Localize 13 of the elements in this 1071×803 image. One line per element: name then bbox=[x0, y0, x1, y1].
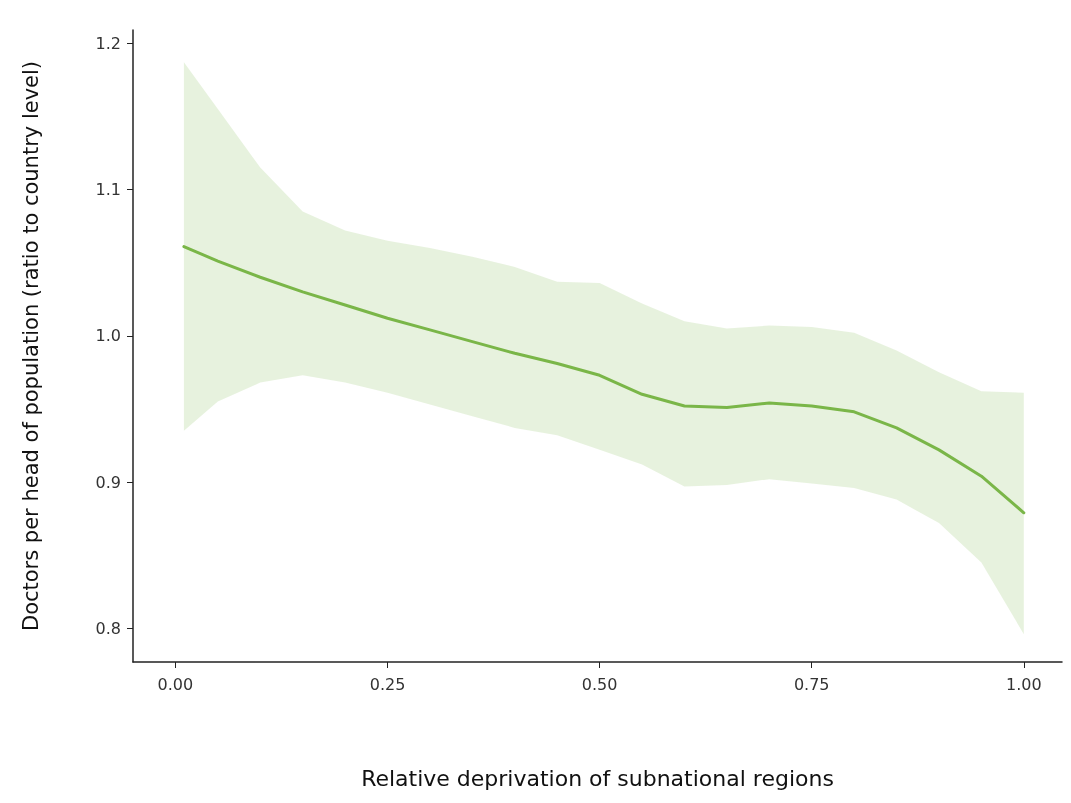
line-series bbox=[182, 245, 1026, 515]
y-tick-label: 0.9 bbox=[95, 472, 121, 492]
x-tick-label: 0.50 bbox=[581, 674, 618, 694]
y-tick-label: 0.8 bbox=[95, 618, 121, 638]
y-tick-label: 1.1 bbox=[95, 179, 121, 199]
y-axis-title: Doctors per head of population (ratio to country level) bbox=[18, 60, 43, 632]
x-tick-label: 1.00 bbox=[1006, 674, 1042, 694]
y-tick-label: 1.0 bbox=[95, 326, 121, 346]
x-tick-label: 0.00 bbox=[157, 674, 194, 694]
y-tick-label: 1.2 bbox=[95, 33, 121, 53]
x-axis-title: Relative deprivation of subnational regions bbox=[361, 765, 834, 791]
x-tick-label: 0.25 bbox=[369, 674, 406, 694]
x-tick-label: 0.75 bbox=[793, 674, 830, 694]
